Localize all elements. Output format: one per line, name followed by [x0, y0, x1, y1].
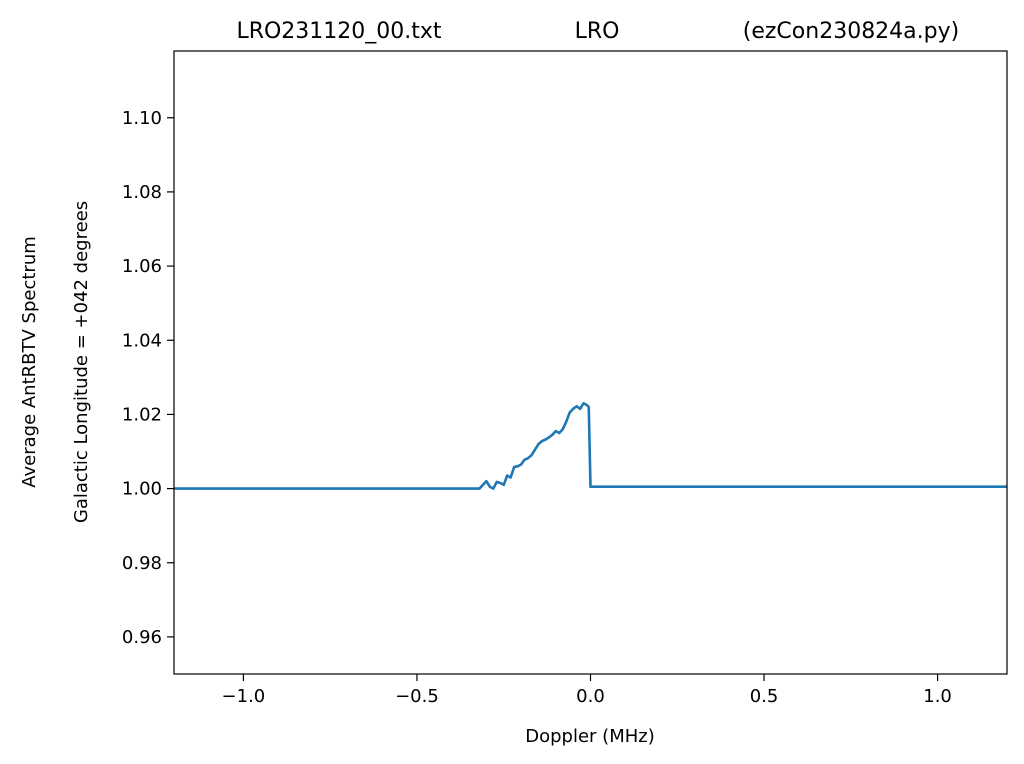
- x-tick-label: 0.0: [576, 686, 605, 707]
- chart-title-left: LRO231120_00.txt: [236, 19, 441, 44]
- y-tick-label: 1.02: [122, 404, 162, 425]
- chart-title-right: (ezCon230824a.py): [743, 19, 959, 44]
- x-tick-label: 1.0: [923, 686, 952, 707]
- y-tick-label: 1.06: [122, 256, 162, 277]
- y-axis-label-line-2: Galactic Longitude = +042 degrees: [71, 201, 92, 523]
- y-axis-label-line-1: Average AntRBTV Spectrum: [19, 236, 40, 488]
- x-axis: −1.0 −0.5 0.0 0.5 1.0: [222, 674, 952, 707]
- x-axis-label: Doppler (MHz): [525, 726, 654, 747]
- chart-title-center: LRO: [575, 19, 620, 44]
- series-layer: [174, 401, 1007, 490]
- series-line: [174, 401, 1007, 490]
- x-tick-label: −1.0: [222, 686, 266, 707]
- y-tick-label: 1.00: [122, 479, 162, 500]
- y-tick-label: 0.96: [122, 627, 162, 648]
- y-tick-label: 1.04: [122, 330, 162, 351]
- y-axis: 0.96 0.98 1.00 1.02 1.04 1.06 1.08 1.10: [122, 108, 174, 648]
- y-tick-label: 0.98: [122, 553, 162, 574]
- x-tick-label: 0.5: [750, 686, 779, 707]
- y-tick-label: 1.08: [122, 182, 162, 203]
- x-tick-label: −0.5: [395, 686, 439, 707]
- y-tick-label: 1.10: [122, 108, 162, 129]
